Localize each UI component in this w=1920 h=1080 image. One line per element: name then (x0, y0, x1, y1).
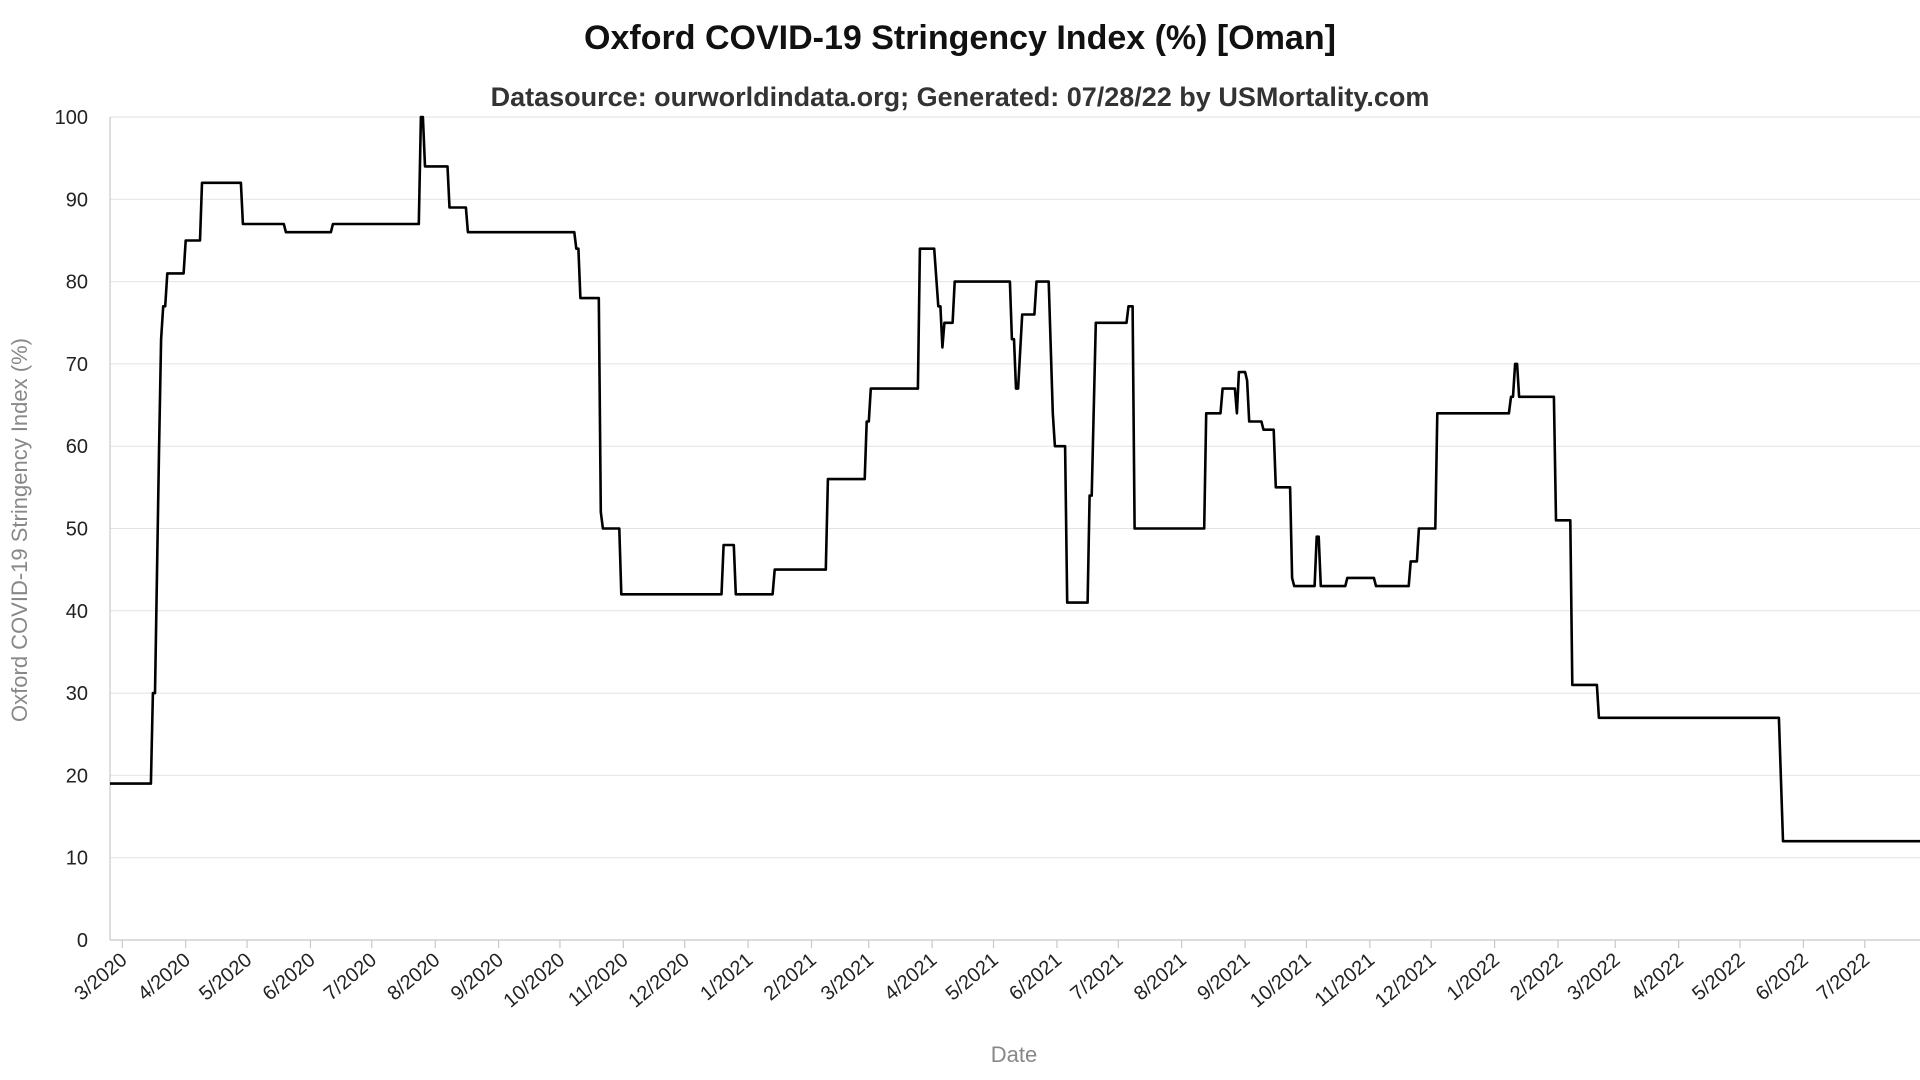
x-tick-label: 6/2021 (1005, 949, 1066, 1005)
y-tick-label: 0 (77, 930, 88, 952)
y-tick-label: 100 (55, 107, 88, 129)
gridlines (110, 116, 1920, 859)
y-axis-label: Oxford COVID-19 Stringency Index (%) (7, 338, 32, 722)
x-tick-label: 4/2021 (880, 949, 941, 1005)
x-tick-label: 5/2022 (1688, 949, 1749, 1005)
x-tick-label: 7/2020 (320, 949, 381, 1005)
x-tick-label: 1/2022 (1443, 949, 1504, 1005)
x-tick-label: 12/2020 (624, 949, 694, 1012)
y-tick-label: 50 (66, 519, 88, 541)
x-tick-label: 1/2021 (696, 949, 757, 1005)
x-tick-label: 9/2021 (1193, 949, 1254, 1005)
x-tick-label: 8/2020 (383, 949, 444, 1005)
x-tick-label: 11/2021 (1311, 949, 1379, 1011)
y-tick-label: 90 (66, 189, 88, 211)
x-tick-label: 3/2020 (70, 949, 131, 1005)
axes (109, 117, 1920, 948)
x-tick-label: 6/2020 (259, 949, 320, 1005)
x-tick-label: 4/2020 (134, 949, 195, 1005)
x-tick-label: 2/2021 (760, 949, 821, 1005)
y-tick-label: 80 (66, 272, 88, 294)
series-line-0 (110, 115, 1920, 843)
x-tick-label: 6/2022 (1752, 949, 1813, 1005)
x-tick-label: 10/2020 (500, 949, 570, 1012)
x-tick-label: 10/2021 (1246, 949, 1316, 1012)
x-tick-label: 3/2022 (1563, 949, 1624, 1005)
y-tick-label: 70 (66, 354, 88, 376)
y-tick-label: 20 (66, 765, 88, 787)
x-tick-label: 9/2020 (447, 949, 508, 1005)
x-tick-labels: 3/2020 4/2020 5/2020 6/2020 7/2020 8/2020 9/20… (70, 949, 1874, 1012)
chart-subtitle: Datasource: ourworldindata.org; Generate… (491, 82, 1430, 112)
y-tick-label: 30 (66, 683, 88, 705)
x-tick-label: 8/2021 (1130, 949, 1191, 1005)
x-tick-label: 7/2022 (1813, 949, 1874, 1005)
x-tick-label: 5/2020 (195, 949, 256, 1005)
y-tick-label: 40 (66, 601, 88, 623)
x-tick-label: 11/2020 (564, 949, 632, 1011)
x-tick-label: 4/2022 (1627, 949, 1688, 1005)
x-tick-label: 3/2021 (817, 949, 878, 1005)
x-axis-label: Date (991, 1042, 1037, 1067)
x-tick-label: 7/2021 (1066, 949, 1127, 1005)
x-tick-label: 12/2021 (1371, 949, 1441, 1012)
y-tick-labels: 0 10 20 30 40 50 60 70 80 90 100 (55, 107, 88, 952)
x-tick-label: 2/2022 (1506, 949, 1567, 1005)
y-tick-label: 10 (66, 848, 88, 870)
x-tick-label: 5/2021 (942, 949, 1003, 1005)
chart-title: Oxford COVID-19 Stringency Index (%) [Om… (584, 19, 1336, 57)
series-layer (110, 115, 1920, 843)
y-tick-label: 60 (66, 436, 88, 458)
